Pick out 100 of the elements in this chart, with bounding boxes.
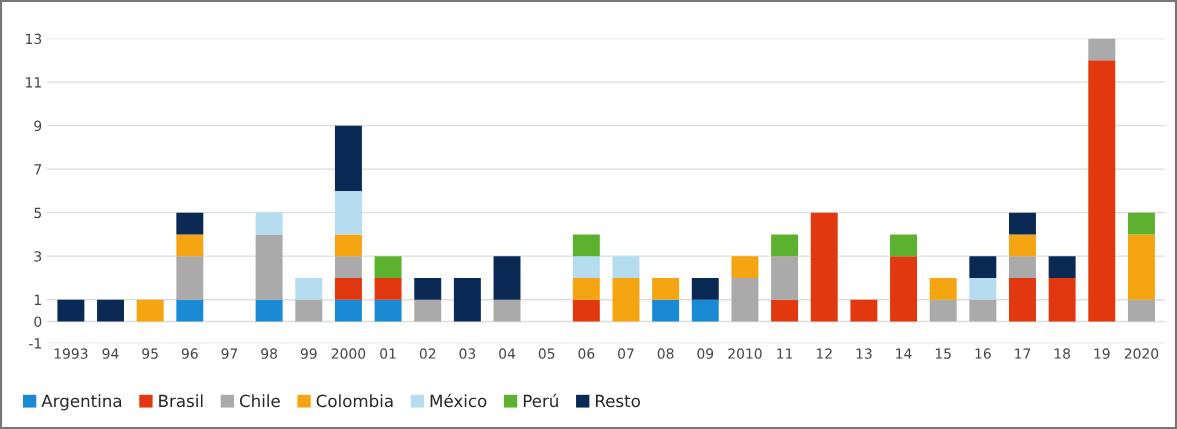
bar bbox=[1127, 299, 1155, 322]
bar bbox=[334, 125, 362, 191]
y-tick-label: 3 bbox=[34, 251, 42, 262]
bar bbox=[1009, 277, 1036, 322]
bar bbox=[1088, 60, 1116, 322]
y-tick-label: 13 bbox=[26, 33, 42, 45]
x-tick-label: 13 bbox=[856, 348, 872, 359]
bar bbox=[57, 299, 85, 322]
bar bbox=[334, 256, 362, 278]
legend-label: Perú bbox=[523, 393, 558, 408]
bar bbox=[1009, 234, 1036, 257]
bar bbox=[929, 299, 957, 322]
x-tick-label: 1993 bbox=[54, 348, 88, 359]
bar bbox=[652, 299, 680, 322]
bar bbox=[295, 299, 323, 322]
x-tick-label: 14 bbox=[896, 348, 912, 359]
bar bbox=[771, 234, 799, 257]
x-tick-label: 01 bbox=[380, 348, 396, 359]
x-tick-label: 05 bbox=[538, 348, 555, 359]
bar bbox=[374, 256, 402, 278]
y-tick-label: 1 bbox=[34, 294, 41, 305]
bar bbox=[453, 277, 481, 322]
bar bbox=[572, 256, 600, 278]
bar bbox=[929, 277, 957, 300]
y-tick-label: 11 bbox=[26, 77, 41, 88]
x-tick-label: 16 bbox=[975, 348, 991, 359]
bar bbox=[1048, 256, 1076, 278]
bar bbox=[771, 256, 799, 300]
x-tick-label: 07 bbox=[618, 348, 634, 359]
bar bbox=[374, 299, 402, 322]
bar bbox=[771, 299, 799, 322]
bar bbox=[334, 190, 362, 235]
bar bbox=[572, 299, 600, 322]
bar bbox=[572, 277, 600, 300]
x-tick-label: 09 bbox=[697, 348, 714, 359]
bar bbox=[176, 234, 204, 257]
x-tick-label: 06 bbox=[578, 348, 595, 359]
bar bbox=[731, 277, 759, 322]
y-tick-label: 7 bbox=[34, 164, 42, 175]
x-tick-label: 19 bbox=[1094, 348, 1110, 359]
legend-label: Brasil bbox=[159, 394, 203, 408]
bar bbox=[691, 299, 719, 322]
bar bbox=[691, 277, 719, 300]
bar bbox=[493, 256, 521, 300]
bar bbox=[295, 277, 323, 300]
bar bbox=[890, 256, 918, 322]
bar bbox=[334, 234, 362, 257]
bar bbox=[176, 256, 204, 300]
bar bbox=[255, 212, 283, 235]
bar bbox=[255, 299, 283, 322]
x-tick-label: 94 bbox=[102, 348, 119, 359]
bar bbox=[1127, 234, 1155, 300]
bar bbox=[414, 299, 442, 322]
bar bbox=[890, 234, 918, 257]
bar bbox=[810, 212, 838, 322]
legend-label: México bbox=[430, 393, 487, 408]
x-tick-label: 11 bbox=[777, 348, 793, 359]
bar bbox=[334, 299, 362, 322]
x-tick-label: 95 bbox=[142, 348, 158, 359]
bar bbox=[969, 299, 997, 322]
x-tick-label: 2020 bbox=[1124, 348, 1159, 359]
bar bbox=[97, 299, 124, 322]
bar bbox=[1088, 38, 1116, 61]
x-tick-label: 18 bbox=[1054, 348, 1071, 359]
x-tick-label: 98 bbox=[261, 348, 278, 359]
bar bbox=[414, 277, 442, 300]
bar bbox=[1048, 277, 1076, 322]
bar bbox=[176, 299, 204, 322]
bar bbox=[176, 212, 204, 235]
x-tick-label: 17 bbox=[1015, 348, 1031, 359]
bar bbox=[731, 256, 759, 278]
x-tick-label: 2010 bbox=[728, 348, 762, 359]
x-tick-label: 08 bbox=[657, 348, 674, 359]
bar bbox=[255, 234, 283, 300]
bar bbox=[1009, 256, 1036, 278]
bar bbox=[572, 234, 600, 257]
x-tick-label: 15 bbox=[935, 348, 951, 359]
bar bbox=[612, 277, 640, 322]
legend-label: Chile bbox=[239, 394, 280, 408]
legend-label: Colombia bbox=[316, 394, 393, 408]
x-tick-label: 2000 bbox=[331, 348, 366, 359]
bar bbox=[1127, 212, 1155, 235]
bar bbox=[493, 299, 521, 322]
y-tick-label: 9 bbox=[34, 120, 42, 132]
bar bbox=[1009, 212, 1036, 235]
y-tick-label: 5 bbox=[34, 207, 42, 219]
x-tick-label: 97 bbox=[221, 348, 238, 359]
bar bbox=[612, 256, 640, 278]
bar bbox=[969, 256, 997, 278]
y-tick-label: 0 bbox=[34, 316, 42, 327]
x-tick-label: 03 bbox=[459, 348, 476, 359]
x-tick-label: 04 bbox=[499, 348, 516, 359]
x-tick-label: 02 bbox=[419, 348, 436, 359]
legend-label: Argentina bbox=[41, 394, 122, 411]
bar bbox=[136, 299, 164, 322]
bar bbox=[969, 277, 997, 300]
legend-label: Resto bbox=[596, 394, 640, 408]
bar bbox=[652, 277, 680, 300]
bar bbox=[334, 277, 362, 300]
x-tick-label: 96 bbox=[181, 348, 198, 359]
